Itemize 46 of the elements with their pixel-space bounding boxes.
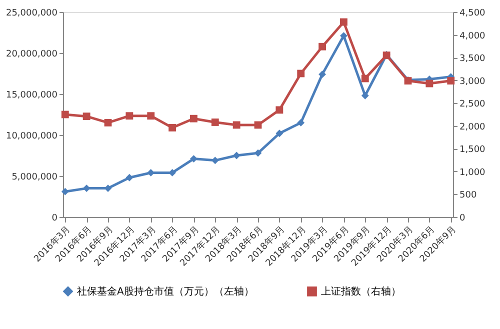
point xyxy=(147,112,155,120)
y2-tick-label: 4,000 xyxy=(460,31,486,42)
y2-tick-label: 0 xyxy=(460,214,466,224)
point xyxy=(447,77,455,84)
y2-tick-label: 3,000 xyxy=(460,76,486,87)
point xyxy=(340,18,348,26)
legend-label: 社保基金A股持仓市值（万元）（左轴） xyxy=(77,285,254,298)
point xyxy=(211,156,219,164)
point xyxy=(211,118,219,126)
point xyxy=(61,188,69,196)
point xyxy=(104,118,112,126)
y2-tick-label: 3,500 xyxy=(460,54,486,64)
point xyxy=(254,149,262,157)
y-tick-label: 5,000,000 xyxy=(12,172,58,182)
point xyxy=(168,169,176,176)
y-tick-label: 25,000,000 xyxy=(6,8,58,18)
point xyxy=(318,42,326,50)
y2-tick-label: 2,000 xyxy=(460,122,486,132)
y-tick-label: 10,000,000 xyxy=(6,132,58,142)
point xyxy=(190,155,198,162)
y-tick-label: 0 xyxy=(52,214,58,224)
point xyxy=(340,32,348,40)
point xyxy=(126,112,134,120)
y2-tick-label: 1,000 xyxy=(460,168,486,178)
point xyxy=(276,106,284,114)
y-tick-label: 15,000,000 xyxy=(6,90,58,100)
y2-tick-label: 1,500 xyxy=(460,145,486,156)
point xyxy=(82,112,90,120)
y2-tick-label: 4,500 xyxy=(460,8,486,18)
y2-tick-label: 2,500 xyxy=(460,100,486,110)
point xyxy=(297,118,305,126)
point xyxy=(297,70,305,78)
y-tick-label: 20,000,000 xyxy=(6,50,58,60)
point xyxy=(361,92,369,100)
point xyxy=(276,130,284,138)
point xyxy=(168,124,176,132)
point xyxy=(318,70,326,78)
y2-tick-label: 500 xyxy=(460,190,477,201)
point xyxy=(232,121,240,129)
point xyxy=(61,110,69,118)
point xyxy=(232,152,240,160)
point xyxy=(190,114,198,122)
point xyxy=(126,174,134,182)
legend-label: 上证指数（右轴） xyxy=(321,285,401,298)
point xyxy=(361,74,369,82)
point xyxy=(426,80,434,88)
